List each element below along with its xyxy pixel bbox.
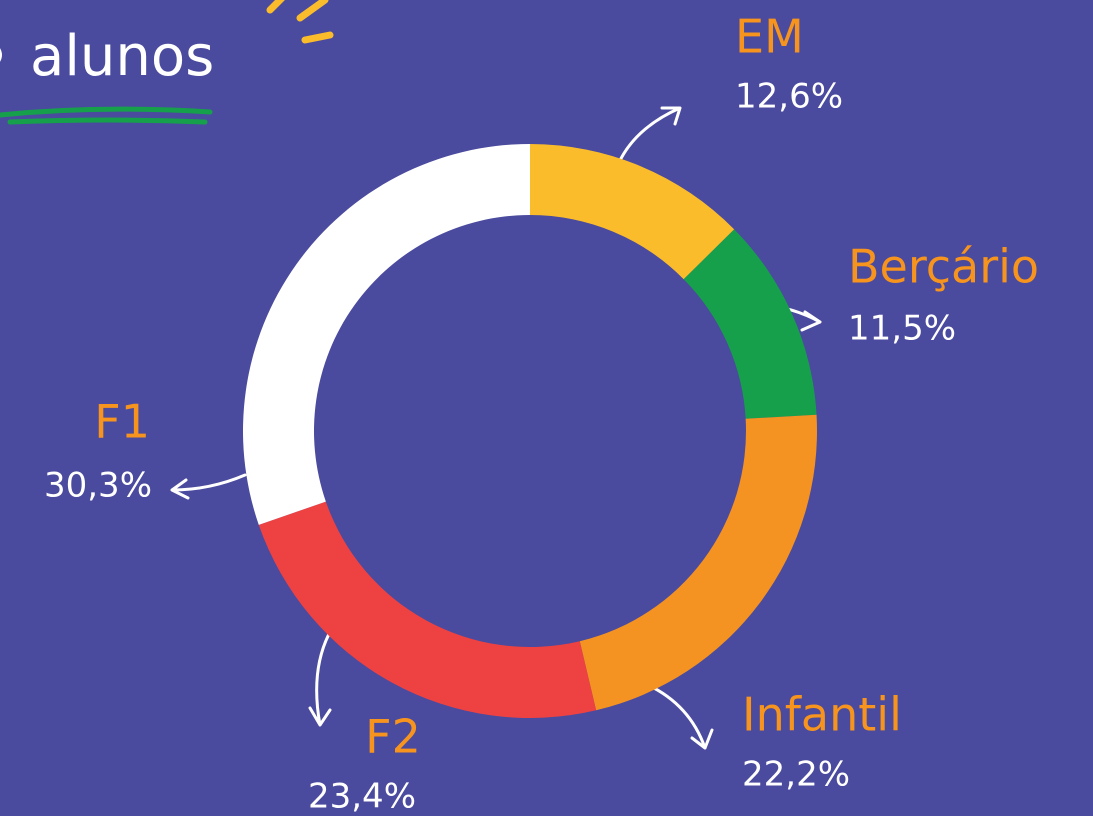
category-label: Berçário	[848, 240, 1039, 294]
category-label: EM	[735, 10, 804, 64]
donut-segment	[683, 229, 817, 419]
value-label: 23,4%	[308, 777, 416, 816]
donut-segment	[243, 144, 530, 525]
value-label: 11,5%	[848, 309, 956, 349]
donut-segment	[579, 414, 818, 711]
category-label: F1	[94, 395, 150, 449]
donut-segment	[258, 501, 597, 718]
chart-title: alunos	[30, 24, 214, 89]
category-label: F2	[365, 710, 421, 764]
decoration	[266, 0, 334, 44]
donut-segment	[530, 144, 735, 280]
value-label: 30,3%	[44, 466, 152, 506]
value-label: 22,2%	[742, 755, 850, 795]
underline	[0, 106, 213, 125]
value-label: 12,6%	[735, 77, 843, 117]
arrow	[170, 473, 247, 500]
category-label: Infantil	[742, 688, 902, 742]
arrow	[308, 630, 332, 727]
arrow	[646, 683, 714, 750]
